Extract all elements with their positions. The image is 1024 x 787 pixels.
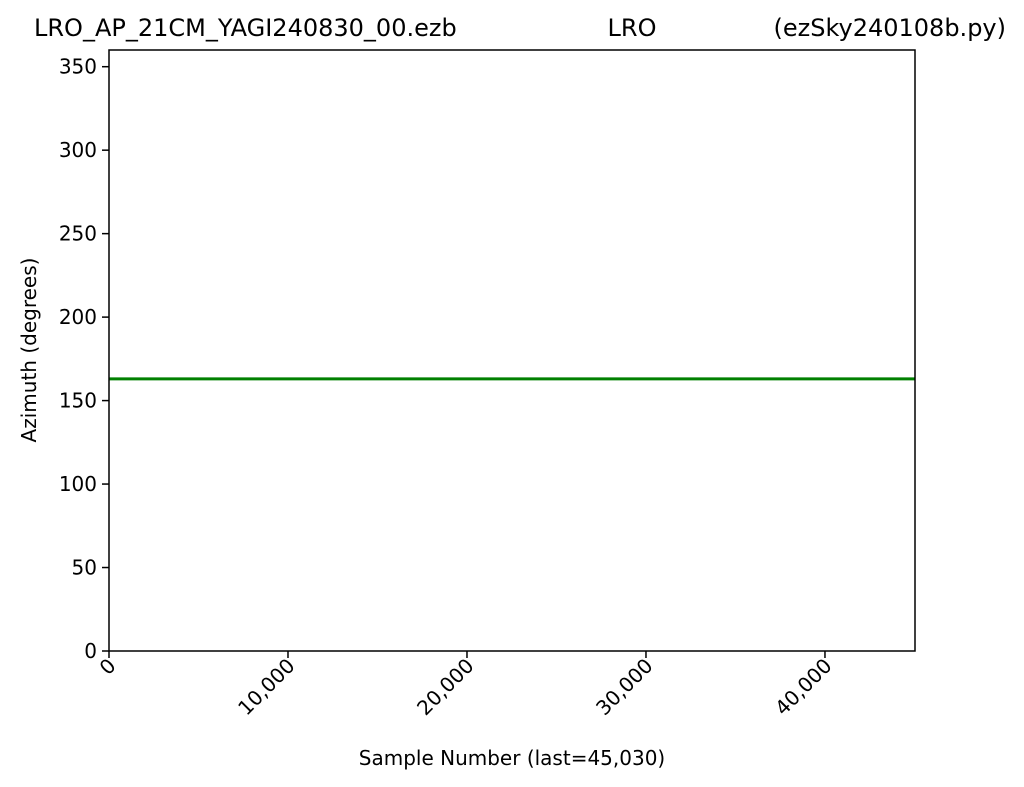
x-axis-label: Sample Number (last=45,030) bbox=[359, 746, 665, 770]
plot-area bbox=[109, 50, 915, 651]
y-tick-label: 200 bbox=[59, 305, 97, 329]
plot-frame bbox=[108, 49, 916, 652]
y-tick-label: 300 bbox=[59, 138, 97, 162]
y-axis-ticks: 0 50 100 150 200 250 300 350 bbox=[59, 55, 109, 663]
title-right: (ezSky240108b.py) bbox=[774, 14, 1007, 42]
y-tick-label: 50 bbox=[72, 556, 97, 580]
y-tick-label: 350 bbox=[59, 55, 97, 79]
y-tick-label: 100 bbox=[59, 472, 97, 496]
y-tick-label: 0 bbox=[84, 639, 97, 663]
y-tick-label: 250 bbox=[59, 222, 97, 246]
y-axis-label: Azimuth (degrees) bbox=[17, 258, 41, 443]
title-center: LRO bbox=[608, 14, 657, 42]
y-tick-label: 150 bbox=[59, 389, 97, 413]
title-left: LRO_AP_21CM_YAGI240830_00.ezb bbox=[34, 14, 457, 42]
